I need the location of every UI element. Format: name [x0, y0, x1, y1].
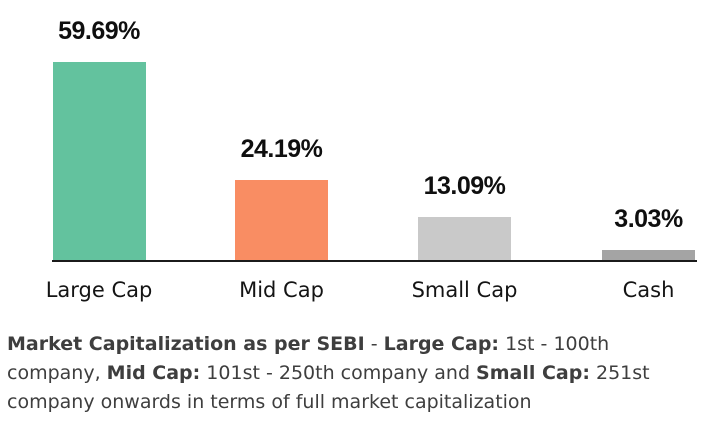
footnote-bold-text: Small Cap: [476, 362, 590, 384]
sebi-market-cap-footnote: Market Capitalization as per SEBI - Larg… [7, 330, 650, 417]
category-label-cash: Cash [622, 278, 675, 302]
footnote-line-2: company, Mid Cap: 101st - 250th company … [7, 359, 650, 388]
footnote-text: - [364, 333, 384, 355]
x-axis-line [52, 260, 697, 262]
footnote-line-3: company onwards in terms of full market … [7, 388, 650, 417]
value-label-cash: 3.03% [614, 205, 683, 233]
footnote-text: company onwards in terms of full market … [7, 391, 532, 413]
category-label-mid-cap: Mid Cap [239, 278, 324, 302]
bar-chart-plot-area: 59.69% Large Cap 24.19% Mid Cap 13.09% Small … [45, 17, 697, 302]
category-label-large-cap: Large Cap [45, 278, 153, 302]
category-label-small-cap: Small Cap [411, 278, 518, 302]
footnote-text: 101st - 250th company and [200, 362, 477, 384]
footnote-line-1: Market Capitalization as per SEBI - Larg… [7, 330, 650, 359]
value-label-small-cap: 13.09% [423, 172, 506, 200]
value-label-mid-cap: 24.19% [240, 135, 323, 163]
bar-large-cap [52, 62, 146, 260]
footnote-bold-text: Mid Cap: [106, 362, 201, 384]
footnote-text: 1st - 100th [499, 333, 610, 355]
bar-mid-cap [235, 180, 328, 260]
footnote-text: company, [7, 362, 107, 384]
bar-small-cap [418, 217, 511, 260]
footnote-text: 251st [589, 362, 650, 384]
footnote-bold-text: Market Capitalization as per SEBI [7, 333, 365, 355]
footnote-bold-text: Large Cap: [383, 333, 500, 355]
value-label-large-cap: 59.69% [58, 17, 140, 45]
bar-cash [602, 250, 695, 260]
